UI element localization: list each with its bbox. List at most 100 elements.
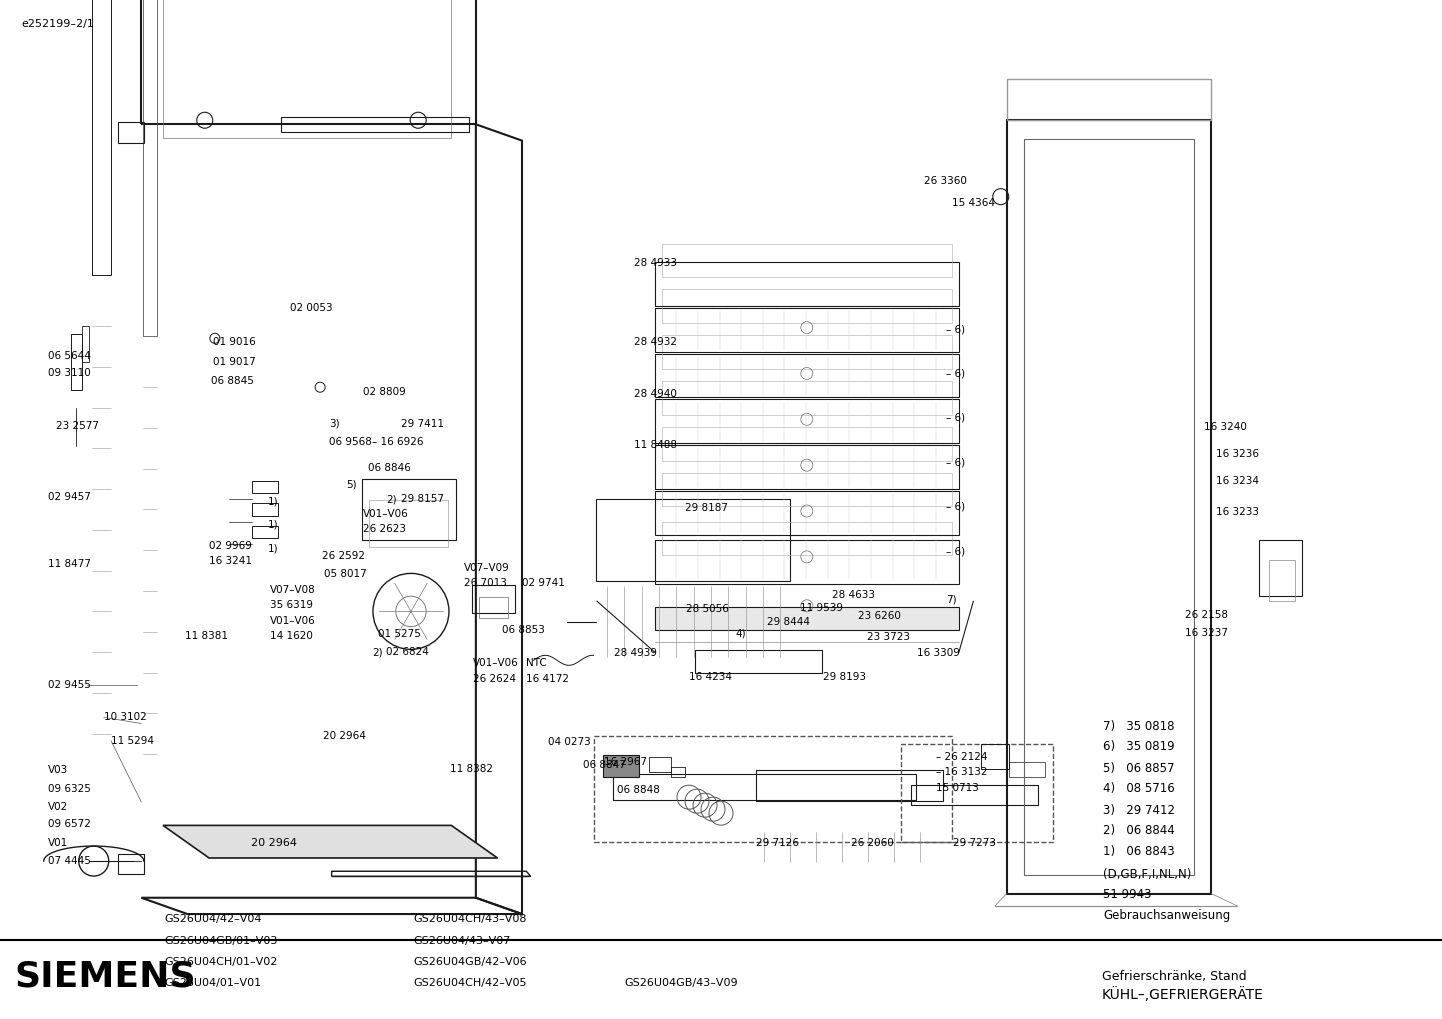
Bar — [756, 770, 943, 801]
Text: KÜHL–,GEFRIERGERÄTE: KÜHL–,GEFRIERGERÄTE — [1102, 987, 1263, 1002]
Bar — [655, 354, 959, 397]
Text: Gebrauchsanweisung: Gebrauchsanweisung — [1103, 909, 1230, 921]
Bar — [655, 445, 959, 489]
Text: e252199–2/1: e252199–2/1 — [22, 19, 95, 30]
Text: 16 4234: 16 4234 — [689, 672, 733, 682]
Text: 20 2964: 20 2964 — [251, 838, 297, 848]
Text: V03: V03 — [48, 765, 68, 775]
Bar — [82, 326, 89, 362]
Text: 1)   06 8843: 1) 06 8843 — [1103, 846, 1175, 858]
Text: 16 3240: 16 3240 — [1204, 422, 1247, 432]
Text: 35 6319: 35 6319 — [270, 600, 313, 610]
Text: 09 3110: 09 3110 — [48, 368, 91, 378]
Text: V01–V06: V01–V06 — [473, 658, 519, 668]
Text: 1): 1) — [268, 543, 278, 553]
Text: 16 4172: 16 4172 — [526, 674, 570, 684]
Text: 28 5056: 28 5056 — [686, 604, 730, 614]
Text: 09 6572: 09 6572 — [48, 819, 91, 829]
Bar — [1009, 762, 1045, 777]
Bar — [603, 755, 639, 777]
Text: 11 5294: 11 5294 — [111, 736, 154, 746]
Bar — [92, 0, 111, 275]
Bar — [655, 491, 959, 535]
Text: 06 8845: 06 8845 — [211, 376, 254, 386]
Text: 06 8853: 06 8853 — [502, 625, 545, 635]
Bar — [649, 757, 671, 772]
Text: 26 2623: 26 2623 — [363, 524, 407, 534]
Text: 26 2592: 26 2592 — [322, 551, 365, 561]
Bar — [671, 767, 685, 777]
Text: 16 3236: 16 3236 — [1216, 449, 1259, 460]
Text: 15 0713: 15 0713 — [936, 783, 979, 793]
Text: 16 2967: 16 2967 — [604, 757, 647, 767]
Text: – 16 6926: – 16 6926 — [372, 437, 424, 447]
Text: 11 8477: 11 8477 — [48, 558, 91, 569]
Text: – 26 2124: – 26 2124 — [936, 752, 988, 762]
Text: GS26U04CH/43–V08: GS26U04CH/43–V08 — [414, 914, 528, 924]
Text: 29 7273: 29 7273 — [953, 838, 996, 848]
Text: 04 0273: 04 0273 — [548, 737, 591, 747]
Text: 06 8847: 06 8847 — [583, 760, 626, 770]
Text: 5): 5) — [346, 479, 356, 489]
Text: 4)   08 5716: 4) 08 5716 — [1103, 783, 1175, 795]
Bar — [479, 597, 508, 618]
Text: 02 9455: 02 9455 — [48, 680, 91, 690]
Bar — [118, 854, 144, 874]
Text: 29 7126: 29 7126 — [756, 838, 799, 848]
Text: GS26U04GB/43–V09: GS26U04GB/43–V09 — [624, 978, 738, 988]
Bar — [655, 607, 959, 630]
Text: 26 7013: 26 7013 — [464, 578, 508, 588]
Bar — [1269, 560, 1295, 601]
Text: 2)   06 8844: 2) 06 8844 — [1103, 824, 1175, 837]
Text: 09 6325: 09 6325 — [48, 784, 91, 794]
Text: 26 3360: 26 3360 — [924, 176, 968, 186]
Text: 23 3723: 23 3723 — [867, 632, 910, 642]
Text: 11 9539: 11 9539 — [800, 603, 844, 613]
Text: SIEMENS: SIEMENS — [14, 959, 196, 994]
Text: – 6): – 6) — [946, 413, 965, 423]
Bar — [281, 117, 469, 132]
Bar — [662, 427, 952, 461]
Text: 7)   35 0818: 7) 35 0818 — [1103, 720, 1175, 733]
Bar — [981, 744, 1009, 769]
Text: 28 4932: 28 4932 — [634, 337, 678, 347]
Text: 6)   35 0819: 6) 35 0819 — [1103, 741, 1175, 753]
Bar — [596, 499, 790, 581]
Text: 26 2158: 26 2158 — [1185, 610, 1229, 621]
Text: V01–V06: V01–V06 — [270, 615, 316, 626]
Bar — [662, 244, 952, 277]
Text: 16 3234: 16 3234 — [1216, 476, 1259, 486]
Text: GS26U04CH/01–V02: GS26U04CH/01–V02 — [164, 957, 278, 967]
Bar — [655, 540, 959, 584]
Text: 29 8187: 29 8187 — [685, 503, 728, 514]
Polygon shape — [163, 825, 497, 858]
Text: 01 5275: 01 5275 — [378, 629, 421, 639]
Text: 14 1620: 14 1620 — [270, 631, 313, 641]
Text: Gefrierschränke, Stand: Gefrierschränke, Stand — [1102, 970, 1246, 982]
Text: 29 8193: 29 8193 — [823, 672, 867, 682]
Text: 06 8848: 06 8848 — [617, 785, 660, 795]
Text: – 6): – 6) — [946, 458, 965, 468]
Text: 06 9568: 06 9568 — [329, 437, 372, 447]
Text: GS26U04GB/42–V06: GS26U04GB/42–V06 — [414, 957, 528, 967]
Text: 2): 2) — [372, 647, 382, 657]
Bar — [613, 774, 916, 800]
Text: 51 9943: 51 9943 — [1103, 889, 1152, 901]
Text: 4): 4) — [735, 629, 746, 639]
Text: 29 7411: 29 7411 — [401, 419, 444, 429]
Text: 29 8444: 29 8444 — [767, 616, 810, 627]
Text: 5)   06 8857: 5) 06 8857 — [1103, 762, 1175, 774]
Text: 16 3309: 16 3309 — [917, 648, 960, 658]
Bar — [71, 334, 82, 390]
Text: 1): 1) — [268, 496, 278, 506]
Text: 2): 2) — [386, 494, 397, 504]
Text: 01 9016: 01 9016 — [213, 337, 257, 347]
Text: NTC: NTC — [526, 658, 547, 668]
Text: 28 4940: 28 4940 — [634, 389, 678, 399]
Bar — [662, 473, 952, 506]
Text: GS26U04/01–V01: GS26U04/01–V01 — [164, 978, 261, 988]
Text: 06 5644: 06 5644 — [48, 351, 91, 361]
Text: 28 4933: 28 4933 — [634, 258, 678, 268]
Text: 15 4364: 15 4364 — [952, 198, 995, 208]
Bar — [662, 522, 952, 555]
